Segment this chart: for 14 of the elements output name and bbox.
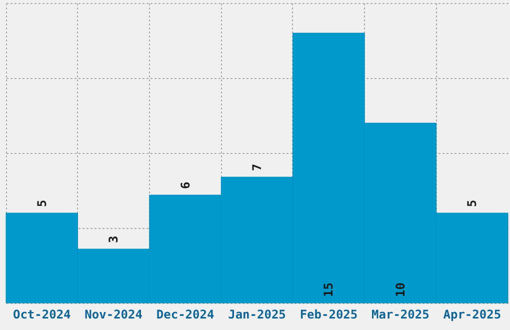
data-label: 10: [393, 282, 408, 297]
x-tick-label: Feb-2025: [300, 308, 358, 322]
x-tick-label: Jan-2025: [228, 308, 286, 322]
data-label: 5: [34, 200, 49, 208]
x-tick-label: Dec-2024: [156, 308, 214, 322]
x-tick-label: Mar-2025: [372, 308, 430, 322]
data-label: 7: [250, 164, 264, 172]
data-label: 5: [465, 200, 480, 208]
x-tick-label: Nov-2024: [84, 308, 142, 322]
x-tick-label: Apr-2025: [443, 308, 502, 322]
data-label: 6: [178, 182, 192, 190]
data-label: 15: [322, 282, 336, 297]
data-label: 3: [106, 236, 121, 244]
x-tick-label: Oct-2024: [12, 308, 71, 322]
